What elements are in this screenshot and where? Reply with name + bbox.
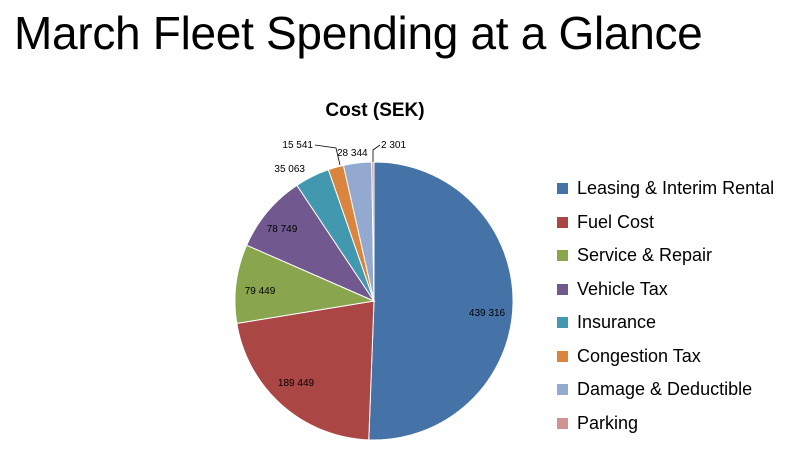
pie-slice-8 [371, 161, 375, 302]
leader-line [372, 144, 381, 162]
data-label: 35 063 [274, 164, 305, 175]
legend-item: Service & Repair [557, 239, 774, 273]
data-label: 189 449 [278, 378, 315, 389]
legend-swatch [557, 317, 568, 329]
legend-item: Parking [557, 407, 774, 441]
legend-swatch [557, 384, 568, 396]
legend-swatch [557, 283, 568, 295]
legend-swatch [557, 250, 568, 262]
legend-item: Fuel Cost [557, 206, 774, 240]
data-label: 78 749 [267, 224, 298, 235]
data-label: 15 541 [282, 140, 313, 151]
legend-label: Fuel Cost [577, 211, 655, 232]
legend-swatch [557, 417, 568, 429]
legend-item: Insurance [557, 306, 774, 340]
data-label: 2 301 [381, 140, 406, 151]
data-label: 28 344 [337, 148, 368, 159]
chart-title: Cost (SEK) [325, 100, 425, 121]
pie-slice-3 [234, 244, 376, 325]
chart-legend: Leasing & Interim Rental Fuel Cost Service… [557, 172, 774, 440]
legend-label: Parking [577, 412, 639, 433]
data-label: 439 316 [469, 308, 506, 319]
pie-slice-4 [246, 184, 376, 303]
data-label: 79 449 [245, 286, 276, 297]
legend-item: Leasing & Interim Rental [557, 172, 774, 206]
legend-label: Insurance [577, 312, 657, 333]
legend-swatch [557, 350, 568, 362]
legend-swatch [557, 183, 568, 195]
legend-item: Congestion Tax [557, 340, 774, 374]
pie-slice-2 [236, 300, 375, 441]
legend-item: Vehicle Tax [557, 273, 774, 307]
leader-line [314, 144, 341, 166]
legend-swatch [557, 216, 568, 228]
legend-label: Congestion Tax [577, 345, 701, 366]
legend-label: Service & Repair [577, 245, 713, 266]
legend-item: Damage & Deductible [557, 373, 774, 407]
pie-slice-1 [368, 161, 514, 441]
slide-title: March Fleet Spending at a Glance [14, 7, 703, 59]
legend-label: Damage & Deductible [577, 379, 753, 400]
legend-label: Vehicle Tax [577, 278, 668, 299]
legend-label: Leasing & Interim Rental [577, 178, 775, 199]
